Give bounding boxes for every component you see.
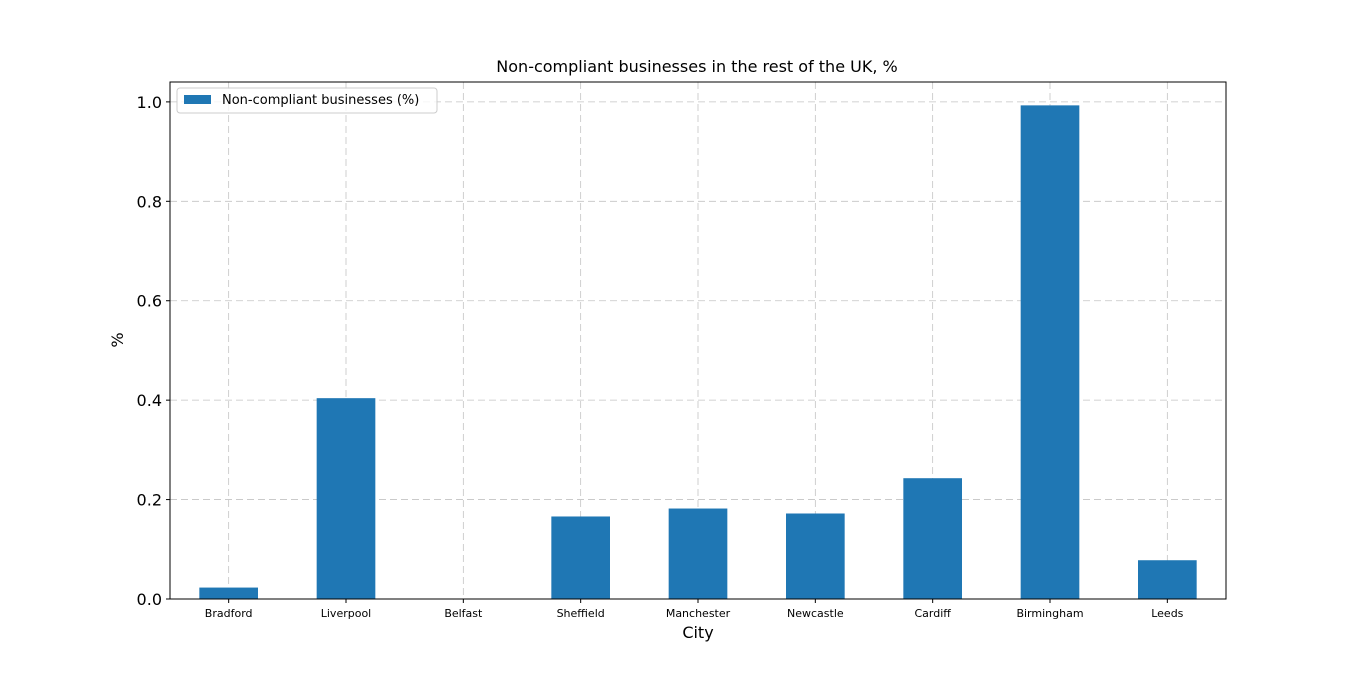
y-tick-label: 0.2 <box>137 491 162 510</box>
chart-title: Non-compliant businesses in the rest of … <box>496 57 897 76</box>
legend-box <box>176 87 438 114</box>
x-axis-label: City <box>682 623 713 642</box>
x-tick-label: Cardiff <box>914 607 951 620</box>
y-axis-label: % <box>108 332 127 347</box>
legend-label: Non-compliant businesses (%) <box>222 93 419 108</box>
bar-cardiff <box>903 478 962 599</box>
bar-birmingham <box>1020 105 1080 599</box>
x-tick-label: Liverpool <box>321 607 371 620</box>
x-tick-label: Newcastle <box>787 607 844 620</box>
x-tick-label: Leeds <box>1151 607 1183 620</box>
y-tick-label: 1.0 <box>137 93 162 112</box>
bar-sheffield <box>551 516 610 599</box>
legend-swatch <box>184 95 211 104</box>
x-tick-label: Manchester <box>666 607 731 620</box>
y-axis: 0.0 0.2 0.4 0.6 0.8 1.0 <box>137 93 170 609</box>
y-tick-label: 0.8 <box>137 192 162 211</box>
bar-newcastle <box>786 513 845 599</box>
bar-liverpool <box>316 398 376 599</box>
bar-bradford <box>199 587 258 599</box>
y-tick-label: 0.0 <box>137 590 162 609</box>
y-tick-label: 0.6 <box>137 292 162 311</box>
bar-leeds <box>1138 560 1197 599</box>
bar-manchester <box>668 508 728 599</box>
bars <box>199 105 1197 599</box>
y-tick-label: 0.4 <box>137 391 162 410</box>
x-tick-label: Sheffield <box>557 607 605 620</box>
plot-area: 0.0 0.2 0.4 0.6 0.8 1.0 Bradford Liverpool Belf… <box>137 81 1227 620</box>
x-axis: Bradford Liverpool Belfast Sheffield Manches… <box>205 599 1184 620</box>
x-tick-label: Belfast <box>444 607 483 620</box>
x-tick-label: Birmingham <box>1016 607 1083 620</box>
x-tick-label: Bradford <box>205 607 253 620</box>
legend: Non-compliant businesses (%) <box>176 87 438 114</box>
